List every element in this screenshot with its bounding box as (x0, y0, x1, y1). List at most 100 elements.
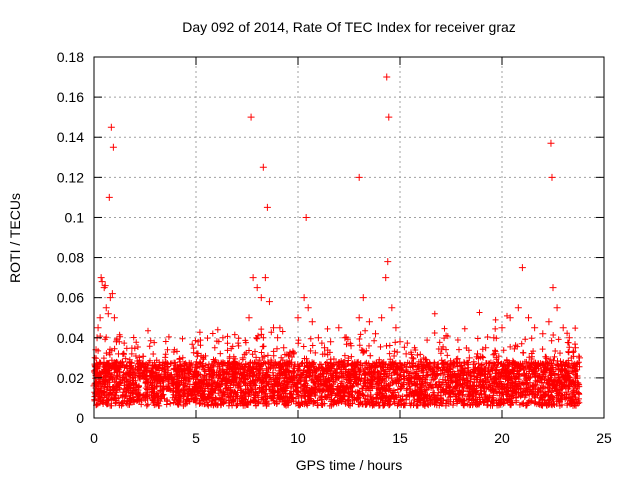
data-point (321, 344, 329, 352)
data-point (261, 274, 269, 282)
y-tick-label: 0.02 (57, 370, 84, 386)
data-point (490, 334, 498, 342)
data-point (108, 290, 116, 298)
data-point (247, 113, 255, 121)
dense-point-cloud (91, 309, 583, 409)
x-tick-label: 15 (392, 430, 408, 446)
y-tick-label: 0.08 (57, 250, 84, 266)
data-point (200, 376, 208, 384)
data-points-layer (90, 73, 584, 409)
grid-layer (94, 57, 604, 418)
data-point (216, 372, 224, 380)
data-point (259, 163, 267, 171)
data-point (245, 314, 253, 322)
data-point (378, 314, 386, 322)
chart-title: Day 092 of 2014, Rate Of TEC Index for r… (182, 19, 516, 35)
data-point (104, 310, 112, 318)
data-point (302, 213, 310, 221)
data-point (347, 342, 355, 350)
data-point (94, 324, 102, 332)
data-point (548, 173, 556, 181)
data-point (263, 203, 271, 211)
data-point (514, 304, 522, 312)
data-point (159, 376, 167, 384)
data-point (225, 370, 233, 378)
data-point (506, 314, 514, 322)
y-tick-label: 0.16 (57, 89, 84, 105)
data-point (355, 314, 363, 322)
data-point (518, 264, 526, 272)
data-point (396, 338, 404, 346)
data-point (408, 354, 416, 362)
data-point (382, 274, 390, 282)
data-point (531, 324, 539, 332)
y-tick-label: 0.12 (57, 169, 84, 185)
data-point (143, 372, 151, 380)
data-point (114, 350, 122, 358)
data-point (109, 143, 117, 151)
data-point (372, 330, 380, 338)
data-point (257, 294, 265, 302)
data-point (300, 294, 308, 302)
y-tick-label: 0.1 (65, 209, 85, 225)
data-point (565, 334, 573, 342)
tick-labels-layer: 0 5 10 15 20 25 0 0.02 0.04 0.06 0.08 0.1 0.12 0.14 0.… (57, 49, 612, 446)
y-axis-label: ROTI / TECUs (7, 193, 23, 283)
data-point (304, 304, 312, 312)
ticks-layer (93, 56, 605, 419)
data-point (576, 354, 584, 362)
data-point (547, 139, 555, 147)
data-point (359, 294, 367, 302)
data-point (388, 304, 396, 312)
data-point (137, 370, 145, 378)
x-tick-label: 25 (596, 430, 612, 446)
data-point (192, 378, 200, 386)
data-point (151, 374, 159, 382)
data-point (498, 324, 506, 332)
data-point (106, 294, 114, 302)
data-point (239, 354, 247, 362)
data-point (101, 282, 109, 290)
y-tick-label: 0.14 (57, 129, 84, 145)
data-point (168, 374, 176, 382)
data-point (465, 354, 473, 362)
data-point (449, 364, 457, 372)
y-tick-label: 0 (76, 410, 84, 426)
data-point (341, 334, 349, 342)
data-point (355, 173, 363, 181)
data-point (308, 318, 316, 326)
data-point (441, 366, 449, 374)
data-point (208, 374, 216, 382)
data-point (274, 334, 282, 342)
data-point (265, 298, 273, 306)
data-point (549, 284, 557, 292)
data-point (112, 338, 120, 346)
data-point (365, 318, 373, 326)
data-point (539, 330, 547, 338)
data-point (233, 366, 241, 374)
data-point (127, 366, 135, 374)
data-point (327, 338, 335, 346)
data-point (457, 362, 465, 370)
data-point (392, 324, 400, 332)
data-point (131, 368, 139, 376)
data-point (425, 362, 433, 370)
data-point (545, 318, 553, 326)
data-point (383, 73, 391, 81)
data-point (270, 324, 278, 332)
data-point (286, 350, 294, 358)
x-axis-label: GPS time / hours (296, 457, 403, 473)
data-point (571, 344, 579, 352)
x-tick-label: 10 (290, 430, 306, 446)
data-point (385, 113, 393, 121)
data-point (416, 358, 424, 366)
data-point (280, 344, 288, 352)
data-point (102, 304, 110, 312)
data-point (96, 314, 104, 322)
data-point (384, 258, 392, 266)
data-point (110, 314, 118, 322)
data-point (253, 284, 261, 292)
data-point (119, 358, 127, 366)
y-tick-label: 0.04 (57, 330, 84, 346)
